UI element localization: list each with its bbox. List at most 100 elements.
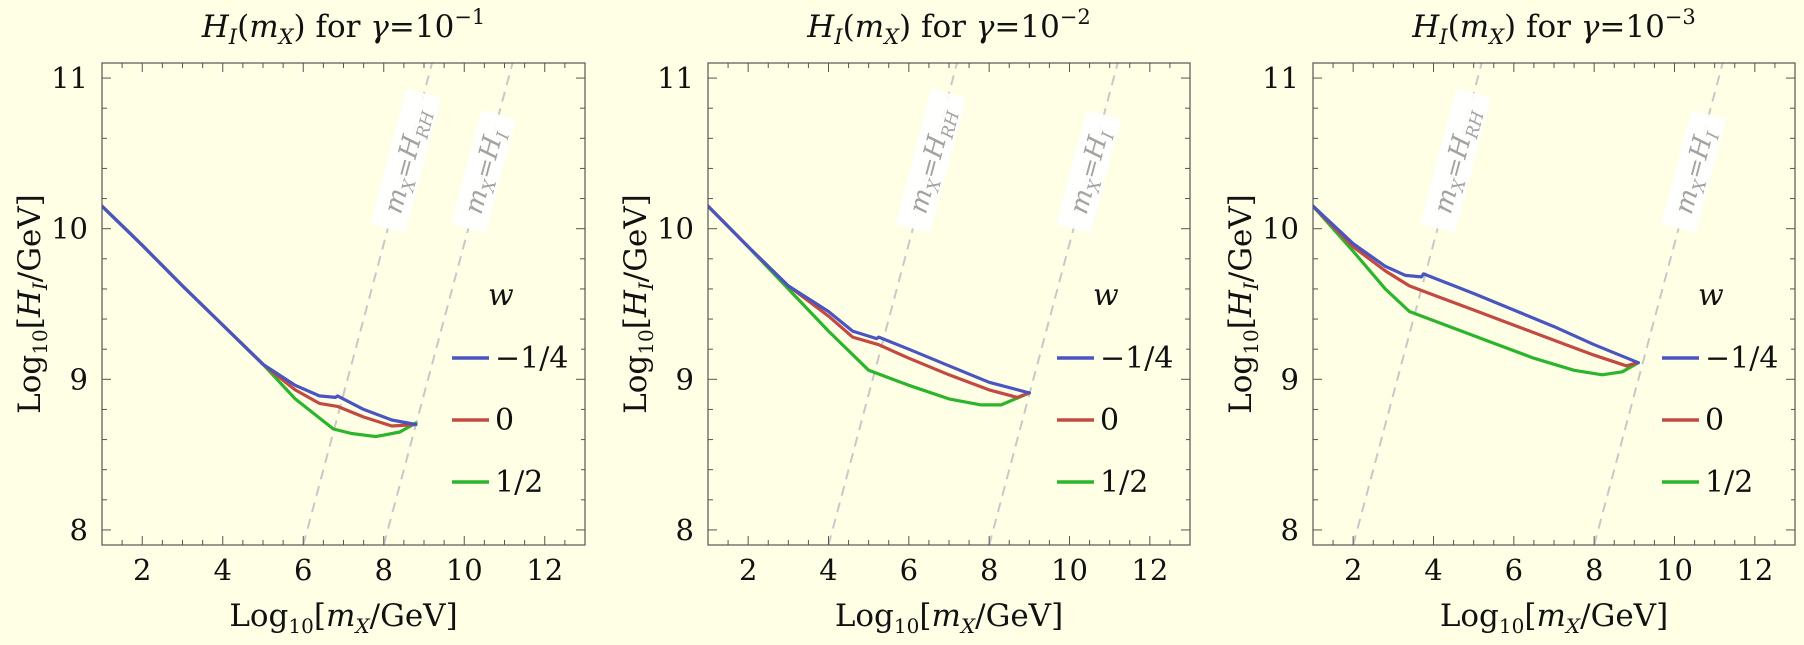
y-tick-label: 9: [1281, 362, 1299, 396]
text-part: m: [855, 9, 884, 45]
text-part: X: [923, 176, 946, 196]
legend-label: 1/2: [495, 465, 543, 500]
text-part: for: [1516, 9, 1581, 45]
text-part: [: [1223, 317, 1259, 329]
legend-label: 1/2: [1705, 465, 1753, 500]
legend-title: w: [1093, 278, 1119, 313]
text-part: m: [326, 598, 355, 634]
x-tick-label: 2: [739, 553, 757, 587]
legend-label: 0: [1705, 403, 1724, 438]
guide-label-box: [451, 110, 516, 233]
text-part: H: [201, 9, 230, 45]
text-part: for: [911, 9, 976, 45]
text-part: ): [1504, 9, 1516, 45]
text-part: /GeV]: [618, 194, 654, 282]
text-part: Log: [1440, 598, 1499, 634]
text-part: I: [634, 281, 658, 291]
y-tick-label: 11: [657, 61, 694, 95]
text-part: H: [12, 289, 48, 318]
y-tick-label: 10: [51, 212, 88, 246]
guide-label: mX=HI: [1056, 110, 1121, 233]
text-part: 10: [634, 329, 658, 354]
text-part: m: [1460, 9, 1489, 45]
chart-title: HI(mX) for γ=10−2: [806, 5, 1091, 49]
text-part: H: [618, 289, 654, 318]
text-part: ): [294, 9, 306, 45]
text-part: X: [1688, 177, 1711, 197]
x-tick-label: 4: [1424, 553, 1442, 587]
x-tick-label: 10: [1051, 553, 1088, 587]
legend-title: w: [1698, 278, 1724, 313]
text-part: /GeV]: [1580, 598, 1668, 634]
text-part: 10: [1625, 9, 1664, 45]
text-part: H: [1411, 9, 1440, 45]
text-part: [: [1524, 598, 1536, 634]
guide-label-text: mX=HRH: [1428, 104, 1489, 217]
guide-label-box: [371, 89, 441, 233]
series-line-1: [1313, 204, 1640, 368]
y-axis-label: Log10[HI/GeV]: [618, 194, 658, 414]
guide-label-box: [1056, 110, 1121, 233]
text-part: =: [1599, 9, 1625, 45]
series-line-0: [1313, 204, 1640, 365]
text-part: γ: [1581, 9, 1600, 45]
text-part: Log: [835, 598, 894, 634]
text-part: ): [899, 9, 911, 45]
x-tick-label: 6: [1505, 553, 1523, 587]
y-tick-label: 10: [1262, 212, 1299, 246]
text-part: /GeV]: [975, 598, 1063, 634]
plot-area: mX=HRH mX=HI: [1313, 63, 1726, 545]
legend-bg: [1050, 334, 1186, 378]
text-part: H: [1223, 289, 1259, 318]
text-part: Log: [12, 355, 48, 414]
y-tick-label: 8: [70, 513, 88, 547]
x-tick-label: 4: [214, 553, 232, 587]
text-part: (: [843, 9, 855, 45]
x-tick-label: 10: [1656, 553, 1693, 587]
text-part: 10: [415, 9, 454, 45]
x-tick-label: 2: [133, 553, 151, 587]
series-line-2: [708, 204, 1031, 407]
x-tick-label: 6: [900, 553, 918, 587]
text-part: Log: [618, 355, 654, 414]
x-tick-label: 6: [294, 553, 312, 587]
text-part: /GeV]: [1223, 194, 1259, 282]
text-part: Log: [1223, 355, 1259, 414]
x-tick-label: 8: [980, 553, 998, 587]
text-part: −2: [1060, 5, 1091, 29]
text-part: 10: [1020, 9, 1059, 45]
guide-label: mX=HI: [1661, 110, 1726, 233]
text-part: /GeV]: [370, 598, 458, 634]
text-part: H: [806, 9, 835, 45]
legend-bg: [1050, 396, 1186, 440]
legend-bg: [445, 458, 581, 502]
text-part: [: [919, 598, 931, 634]
legend-bg: [445, 396, 581, 440]
y-tick-label: 11: [1262, 61, 1299, 95]
text-part: for: [306, 9, 371, 45]
series-line-2: [102, 204, 418, 439]
x-tick-label: 4: [819, 553, 837, 587]
text-part: I: [1438, 25, 1448, 49]
text-part: I: [28, 281, 52, 291]
text-part: 10: [1499, 614, 1524, 638]
y-axis-label: Log10[HI/GeV]: [1223, 194, 1263, 414]
text-part: −1: [454, 5, 485, 29]
x-axis-label: Log10[mX/GeV]: [229, 598, 457, 638]
x-tick-label: 10: [446, 553, 483, 587]
text-part: m: [249, 9, 278, 45]
series-line-0: [102, 204, 418, 427]
text-part: X: [882, 25, 900, 49]
legend-bg: [1655, 334, 1791, 378]
guide-label-text: mX=HRH: [379, 104, 440, 217]
text-part: γ: [370, 9, 389, 45]
y-tick-label: 9: [70, 362, 88, 396]
legend-bg: [1655, 396, 1791, 440]
legend-label: −1/4: [495, 341, 568, 376]
guide-label: mX=HRH: [371, 89, 441, 233]
